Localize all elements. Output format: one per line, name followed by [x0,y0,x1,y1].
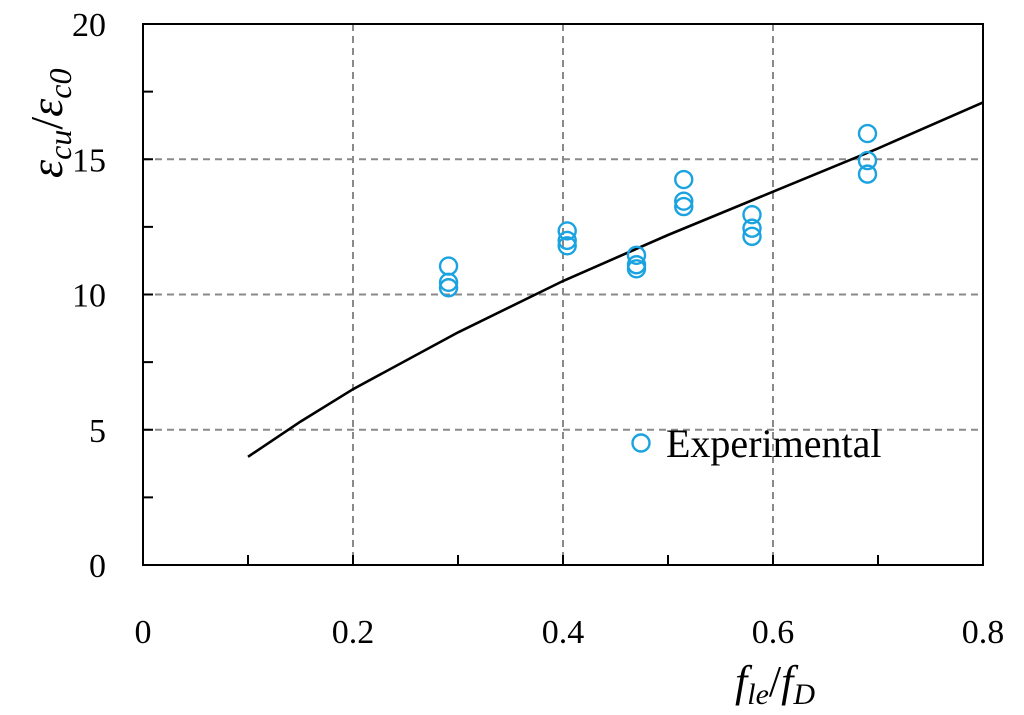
legend-marker [631,433,651,453]
experimental-point [857,123,878,144]
experimental-point [674,169,694,190]
experimental-point [674,196,694,217]
experimental-point [438,272,459,293]
x-axis-title: fle/fD [735,657,815,711]
x-tick-label: 0.4 [542,614,585,651]
y-tick-label: 5 [89,413,106,450]
x-tick-labels: 0 0.2 0.4 0.6 0.8 [135,614,1005,651]
y-tick-label: 20 [72,7,106,44]
legend: Experimental [631,421,881,466]
experimental-point [742,205,762,225]
data-markers [438,123,878,298]
grid-lines [143,24,983,565]
experimental-point [626,245,647,265]
experimental-point [857,150,878,171]
experimental-point [674,191,694,211]
x-tick-label: 0 [135,614,152,651]
minor-ticks [143,90,879,565]
fit-curve-layer [247,101,984,458]
y-axis-title: εcu/εc0 [21,69,78,178]
experimental-point [626,259,647,279]
x-tick-label: 0.6 [752,614,795,651]
y-tick-label: 10 [72,278,106,315]
experimental-point [557,221,577,241]
experimental-point [557,230,577,251]
y-tick-label: 0 [89,548,106,585]
legend-label: Experimental [666,421,881,466]
y-tick-label: 15 [72,142,106,179]
experimental-point [557,236,577,256]
experimental-point [742,218,762,238]
experimental-point [742,226,762,247]
experimental-point [857,164,878,184]
experimental-point [438,278,459,298]
x-tick-label: 0.2 [332,614,375,651]
fit-curve [247,101,984,458]
y-tick-labels: 0 5 10 15 20 [72,7,106,585]
experimental-point [438,256,459,276]
x-tick-label: 0.8 [962,614,1005,651]
